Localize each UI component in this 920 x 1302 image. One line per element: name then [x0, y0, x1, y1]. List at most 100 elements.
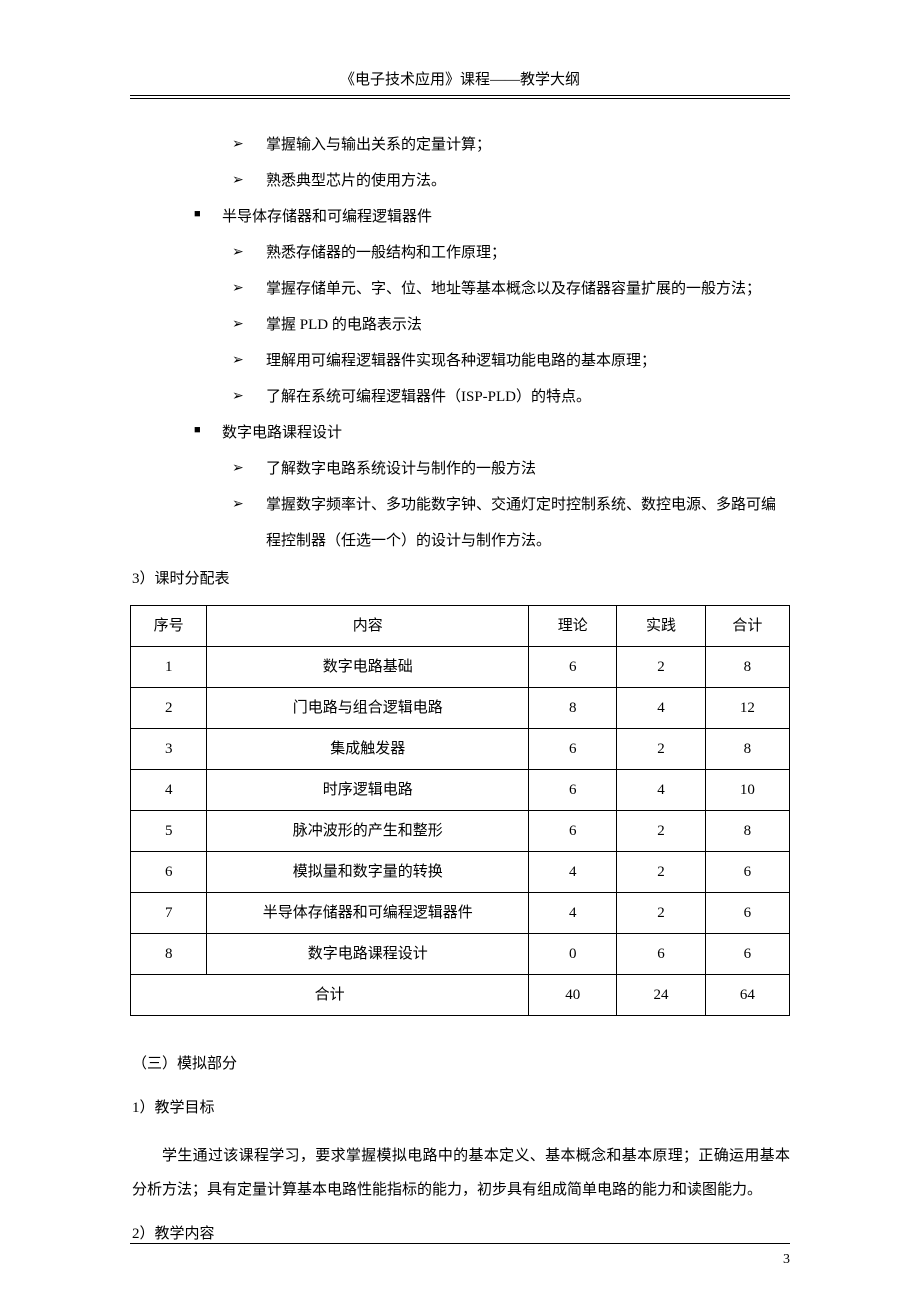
table-cell: 6 — [705, 852, 789, 893]
table-cell: 40 — [529, 975, 617, 1016]
sub-bullet: ➢ 理解用可编程逻辑器件实现各种逻辑功能电路的基本原理； — [232, 343, 790, 379]
sub-bullet: ➢ 熟悉存储器的一般结构和工作原理； — [232, 235, 790, 271]
table-cell: 8 — [705, 811, 789, 852]
table-cell: 3 — [131, 729, 207, 770]
table-cell: 4 — [131, 770, 207, 811]
table-cell: 12 — [705, 688, 789, 729]
table-cell: 2 — [617, 647, 705, 688]
table-header: 序号 — [131, 606, 207, 647]
table-cell: 8 — [705, 647, 789, 688]
table-cell: 10 — [705, 770, 789, 811]
section-heading: 3）课时分配表 — [132, 561, 790, 597]
table-cell: 6 — [529, 647, 617, 688]
sub-bullet: ➢ 掌握数字频率计、多功能数字钟、交通灯定时控制系统、数控电源、多路可编程控制器… — [232, 487, 790, 559]
bullet-text: 了解数字电路系统设计与制作的一般方法 — [266, 451, 790, 487]
table-header: 合计 — [705, 606, 789, 647]
table-cell: 6 — [617, 934, 705, 975]
table-row: 3集成触发器628 — [131, 729, 790, 770]
table-cell: 8 — [705, 729, 789, 770]
arrow-icon: ➢ — [232, 163, 266, 198]
sub-bullet: ➢ 掌握 PLD 的电路表示法 — [232, 307, 790, 343]
table-cell: 6 — [705, 893, 789, 934]
table-cell: 6 — [529, 729, 617, 770]
table-cell: 6 — [705, 934, 789, 975]
bullet-text: 半导体存储器和可编程逻辑器件 — [222, 199, 432, 235]
table-cell: 6 — [529, 770, 617, 811]
table-cell: 2 — [131, 688, 207, 729]
table-cell: 2 — [617, 893, 705, 934]
arrow-icon: ➢ — [232, 379, 266, 414]
arrow-icon: ➢ — [232, 451, 266, 486]
table-cell: 模拟量和数字量的转换 — [207, 852, 529, 893]
bullet-text: 理解用可编程逻辑器件实现各种逻辑功能电路的基本原理； — [266, 343, 790, 379]
arrow-icon: ➢ — [232, 487, 266, 522]
table-cell: 5 — [131, 811, 207, 852]
table-cell: 4 — [617, 688, 705, 729]
table-cell: 集成触发器 — [207, 729, 529, 770]
header-divider — [130, 95, 790, 99]
table-cell: 数字电路基础 — [207, 647, 529, 688]
sub-bullet: ➢ 熟悉典型芯片的使用方法。 — [232, 163, 790, 199]
table-cell: 7 — [131, 893, 207, 934]
table-cell: 2 — [617, 811, 705, 852]
square-icon: ■ — [194, 415, 222, 447]
arrow-icon: ➢ — [232, 127, 266, 162]
sub-bullet: ➢ 了解在系统可编程逻辑器件（ISP-PLD）的特点。 — [232, 379, 790, 415]
bullet: ■ 数字电路课程设计 — [194, 415, 790, 451]
table-cell: 半导体存储器和可编程逻辑器件 — [207, 893, 529, 934]
bullet-text: 掌握输入与输出关系的定量计算； — [266, 127, 790, 163]
table-cell: 脉冲波形的产生和整形 — [207, 811, 529, 852]
bullet-text: 掌握存储单元、字、位、地址等基本概念以及存储器容量扩展的一般方法； — [266, 271, 790, 307]
table-cell: 门电路与组合逻辑电路 — [207, 688, 529, 729]
table-row: 5脉冲波形的产生和整形628 — [131, 811, 790, 852]
table-cell: 2 — [617, 729, 705, 770]
table-body: 1数字电路基础6282门电路与组合逻辑电路84123集成触发器6284时序逻辑电… — [131, 647, 790, 1016]
table-cell: 6 — [529, 811, 617, 852]
document-page: 《电子技术应用》课程——教学大纲 ➢ 掌握输入与输出关系的定量计算； ➢ 熟悉典… — [0, 0, 920, 1302]
page-header-title: 《电子技术应用》课程——教学大纲 — [130, 68, 790, 95]
table-cell: 64 — [705, 975, 789, 1016]
table-total-row: 合计402464 — [131, 975, 790, 1016]
table-cell: 合计 — [131, 975, 529, 1016]
arrow-icon: ➢ — [232, 235, 266, 270]
bullet: ■ 半导体存储器和可编程逻辑器件 — [194, 199, 790, 235]
hours-table: 序号 内容 理论 实践 合计 1数字电路基础6282门电路与组合逻辑电路8412… — [130, 605, 790, 1016]
page-number: 3 — [783, 1252, 790, 1268]
arrow-icon: ➢ — [232, 271, 266, 306]
bullet-text: 熟悉典型芯片的使用方法。 — [266, 163, 790, 199]
sub-bullet: ➢ 了解数字电路系统设计与制作的一般方法 — [232, 451, 790, 487]
table-header-row: 序号 内容 理论 实践 合计 — [131, 606, 790, 647]
table-row: 2门电路与组合逻辑电路8412 — [131, 688, 790, 729]
section-heading: （三）模拟部分 — [132, 1046, 790, 1082]
sub-bullet: ➢ 掌握存储单元、字、位、地址等基本概念以及存储器容量扩展的一般方法； — [232, 271, 790, 307]
table-header: 内容 — [207, 606, 529, 647]
table-row: 6模拟量和数字量的转换426 — [131, 852, 790, 893]
square-icon: ■ — [194, 199, 222, 231]
arrow-icon: ➢ — [232, 307, 266, 342]
table-cell: 8 — [529, 688, 617, 729]
bullet-text: 掌握数字频率计、多功能数字钟、交通灯定时控制系统、数控电源、多路可编程控制器（任… — [266, 487, 790, 559]
bullet-text: 掌握 PLD 的电路表示法 — [266, 307, 790, 343]
bullet-text: 了解在系统可编程逻辑器件（ISP-PLD）的特点。 — [266, 379, 790, 415]
table-header: 理论 — [529, 606, 617, 647]
table-cell: 4 — [529, 893, 617, 934]
footer-divider — [130, 1243, 790, 1244]
table-cell: 0 — [529, 934, 617, 975]
table-cell: 4 — [529, 852, 617, 893]
document-body: ➢ 掌握输入与输出关系的定量计算； ➢ 熟悉典型芯片的使用方法。 ■ 半导体存储… — [130, 127, 790, 1252]
table-row: 1数字电路基础628 — [131, 647, 790, 688]
table-cell: 1 — [131, 647, 207, 688]
table-cell: 数字电路课程设计 — [207, 934, 529, 975]
table-cell: 4 — [617, 770, 705, 811]
table-row: 8数字电路课程设计066 — [131, 934, 790, 975]
paragraph: 学生通过该课程学习，要求掌握模拟电路中的基本定义、基本概念和基本原理；正确运用基… — [132, 1140, 790, 1208]
subsection-heading: 2）教学内容 — [132, 1216, 790, 1252]
sub-bullet: ➢ 掌握输入与输出关系的定量计算； — [232, 127, 790, 163]
table-row: 4时序逻辑电路6410 — [131, 770, 790, 811]
table-cell: 6 — [131, 852, 207, 893]
paragraph-text: 学生通过该课程学习，要求掌握模拟电路中的基本定义、基本概念和基本原理；正确运用基… — [132, 1140, 790, 1208]
arrow-icon: ➢ — [232, 343, 266, 378]
bullet-text: 数字电路课程设计 — [222, 415, 342, 451]
subsection-heading: 1）教学目标 — [132, 1090, 790, 1126]
table-cell: 8 — [131, 934, 207, 975]
